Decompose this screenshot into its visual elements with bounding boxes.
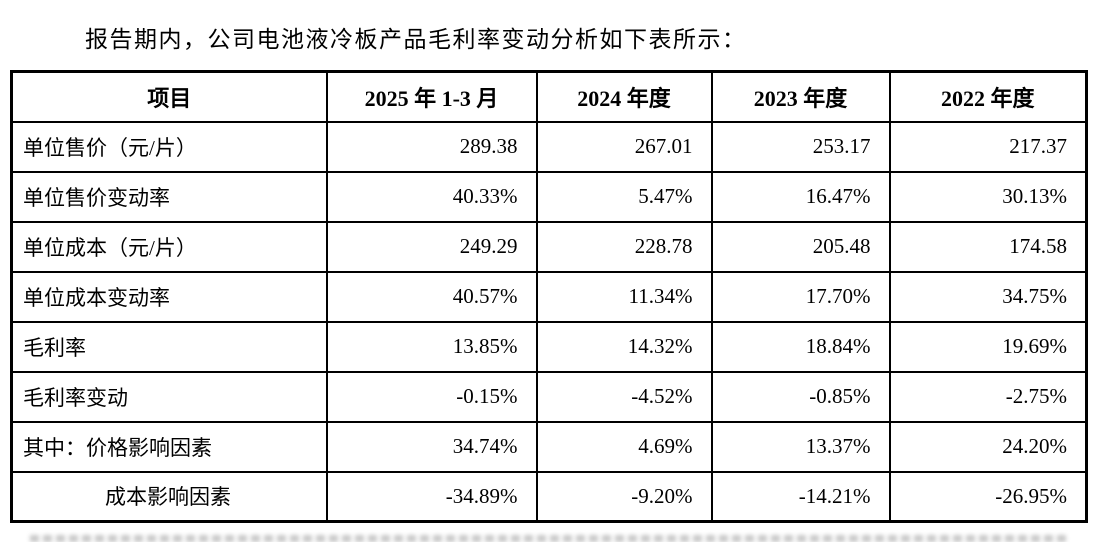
row-label: 其中：价格影响因素: [10, 420, 328, 473]
cell: 40.57%: [325, 270, 538, 323]
header-2024: 2024 年度: [535, 70, 713, 123]
cell: 228.78: [535, 220, 713, 273]
cell: 267.01: [535, 120, 713, 173]
row-label: 单位售价（元/片）: [10, 120, 328, 173]
row-label: 单位成本变动率: [10, 270, 328, 323]
cell: 249.29: [325, 220, 538, 273]
cell: 34.74%: [325, 420, 538, 473]
row-label: 单位成本（元/片）: [10, 220, 328, 273]
cell: 24.20%: [888, 420, 1088, 473]
header-2023: 2023 年度: [710, 70, 891, 123]
table-row: 其中：价格影响因素 34.74% 4.69% 13.37% 24.20%: [10, 420, 1088, 473]
header-item: 项目: [10, 70, 328, 123]
cell: -0.85%: [710, 370, 891, 423]
cell: 30.13%: [888, 170, 1088, 223]
intro-text: 报告期内，公司电池液冷板产品毛利率变动分析如下表所示：: [85, 27, 747, 52]
table-row: 单位售价（元/片） 289.38 267.01 253.17 217.37: [10, 120, 1088, 173]
table-header-row: 项目 2025 年 1-3 月 2024 年度 2023 年度 2022 年度: [10, 70, 1088, 123]
table-row: 单位成本变动率 40.57% 11.34% 17.70% 34.75%: [10, 270, 1088, 323]
cell: -34.89%: [325, 470, 538, 523]
cropped-text-line: [30, 535, 1070, 542]
cell: 217.37: [888, 120, 1088, 173]
cell: -14.21%: [710, 470, 891, 523]
table-row: 毛利率 13.85% 14.32% 18.84% 19.69%: [10, 320, 1088, 373]
table-row: 成本影响因素 -34.89% -9.20% -14.21% -26.95%: [10, 470, 1088, 523]
header-2025-q1: 2025 年 1-3 月: [325, 70, 538, 123]
cell: -26.95%: [888, 470, 1088, 523]
cell: 205.48: [710, 220, 891, 273]
cell: 40.33%: [325, 170, 538, 223]
cell: -0.15%: [325, 370, 538, 423]
cell: -4.52%: [535, 370, 713, 423]
cell: 17.70%: [710, 270, 891, 323]
row-label: 单位售价变动率: [10, 170, 328, 223]
row-label: 毛利率变动: [10, 370, 328, 423]
cell: 11.34%: [535, 270, 713, 323]
cell: 13.37%: [710, 420, 891, 473]
cell: 19.69%: [888, 320, 1088, 373]
cell: 4.69%: [535, 420, 713, 473]
row-label: 成本影响因素: [10, 470, 328, 523]
cell: -9.20%: [535, 470, 713, 523]
cell: 13.85%: [325, 320, 538, 373]
cell: 14.32%: [535, 320, 713, 373]
table-row: 单位成本（元/片） 249.29 228.78 205.48 174.58: [10, 220, 1088, 273]
cell: 289.38: [325, 120, 538, 173]
header-2022: 2022 年度: [888, 70, 1088, 123]
cell: 16.47%: [710, 170, 891, 223]
gross-margin-table: 项目 2025 年 1-3 月 2024 年度 2023 年度 2022 年度 …: [10, 70, 1088, 523]
cell: 253.17: [710, 120, 891, 173]
row-label: 毛利率: [10, 320, 328, 373]
table-row: 单位售价变动率 40.33% 5.47% 16.47% 30.13%: [10, 170, 1088, 223]
cell: 5.47%: [535, 170, 713, 223]
table-row: 毛利率变动 -0.15% -4.52% -0.85% -2.75%: [10, 370, 1088, 423]
cell: 18.84%: [710, 320, 891, 373]
cell: 174.58: [888, 220, 1088, 273]
cell: 34.75%: [888, 270, 1088, 323]
cell: -2.75%: [888, 370, 1088, 423]
